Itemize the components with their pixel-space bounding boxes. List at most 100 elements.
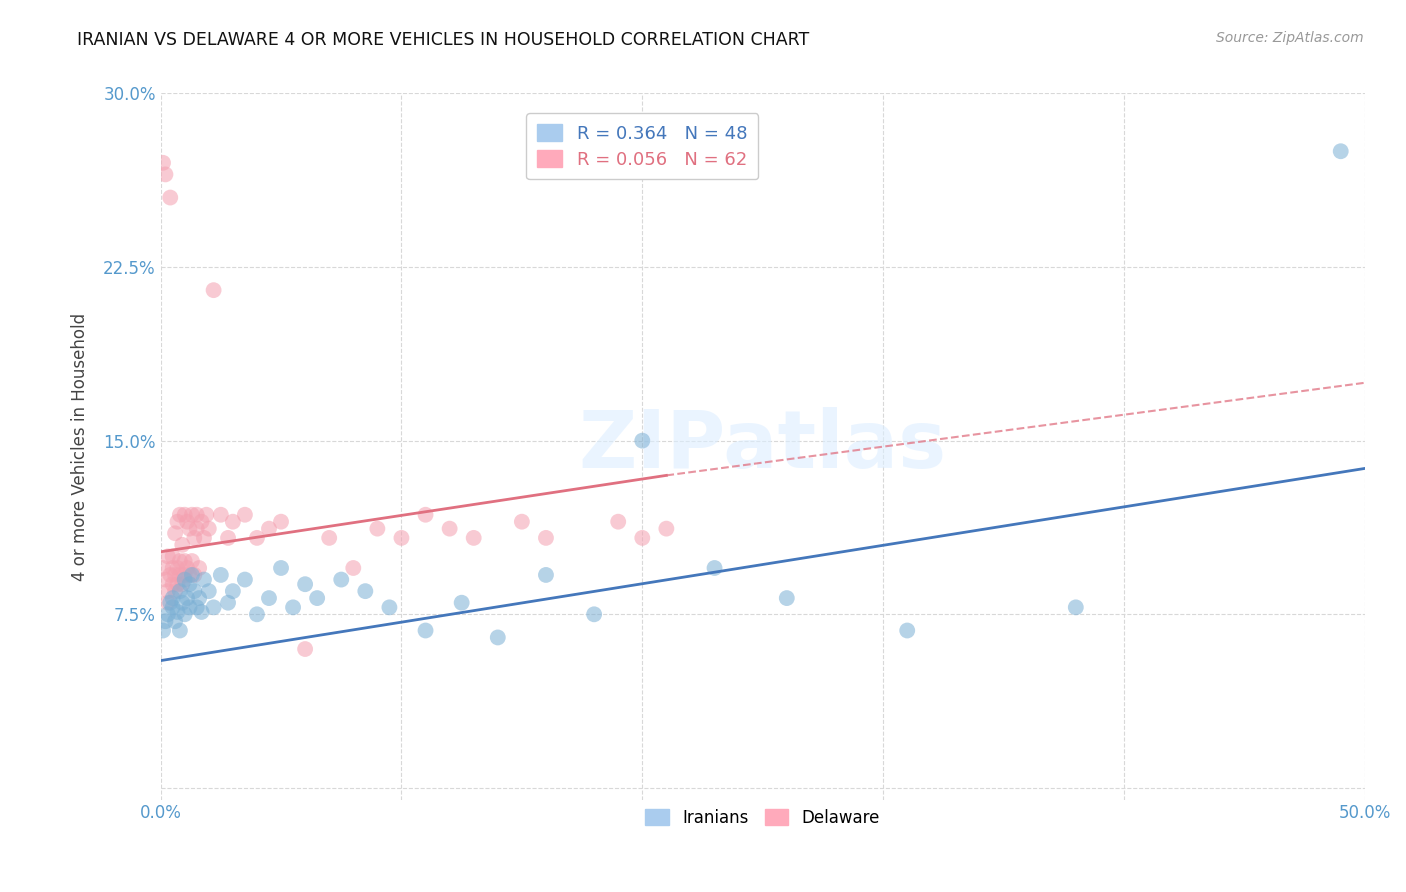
Point xyxy=(222,584,245,599)
Point xyxy=(186,600,208,615)
Point xyxy=(294,577,316,591)
Point xyxy=(183,531,205,545)
Point xyxy=(583,607,606,622)
Point xyxy=(169,624,191,638)
Point xyxy=(183,584,205,599)
Point xyxy=(165,584,187,599)
Point xyxy=(1064,600,1087,615)
Point xyxy=(152,624,174,638)
Point xyxy=(193,531,215,545)
Point xyxy=(172,577,194,591)
Point xyxy=(156,549,179,564)
Point xyxy=(281,600,304,615)
Point xyxy=(173,508,195,522)
Point xyxy=(222,515,245,529)
Point xyxy=(439,522,461,536)
Point xyxy=(166,515,188,529)
Point xyxy=(190,515,212,529)
Point xyxy=(169,568,191,582)
Legend: Iranians, Delaware: Iranians, Delaware xyxy=(638,802,887,833)
Point xyxy=(176,515,198,529)
Point xyxy=(217,531,239,545)
Point xyxy=(179,522,201,536)
Point xyxy=(179,600,201,615)
Point xyxy=(183,568,205,582)
Point xyxy=(181,568,204,582)
Point xyxy=(173,568,195,582)
Point xyxy=(202,600,225,615)
Point xyxy=(342,561,364,575)
Point xyxy=(172,596,194,610)
Point xyxy=(534,568,557,582)
Point xyxy=(173,607,195,622)
Point xyxy=(270,561,292,575)
Point xyxy=(330,573,353,587)
Point xyxy=(162,591,184,606)
Y-axis label: 4 or more Vehicles in Household: 4 or more Vehicles in Household xyxy=(72,312,89,581)
Point xyxy=(197,522,219,536)
Point xyxy=(233,573,256,587)
Point xyxy=(166,561,188,575)
Point xyxy=(195,508,218,522)
Point xyxy=(450,596,472,610)
Point xyxy=(415,508,437,522)
Point xyxy=(162,577,184,591)
Point xyxy=(193,573,215,587)
Point xyxy=(655,522,678,536)
Point xyxy=(415,624,437,638)
Text: Source: ZipAtlas.com: Source: ZipAtlas.com xyxy=(1216,31,1364,45)
Point xyxy=(179,577,201,591)
Text: IRANIAN VS DELAWARE 4 OR MORE VEHICLES IN HOUSEHOLD CORRELATION CHART: IRANIAN VS DELAWARE 4 OR MORE VEHICLES I… xyxy=(77,31,810,49)
Point xyxy=(391,531,413,545)
Point xyxy=(366,522,388,536)
Point xyxy=(233,508,256,522)
Point xyxy=(197,584,219,599)
Point xyxy=(270,515,292,529)
Point xyxy=(159,190,181,204)
Point xyxy=(159,568,181,582)
Point xyxy=(190,605,212,619)
Point xyxy=(463,531,485,545)
Point xyxy=(607,515,630,529)
Point xyxy=(179,568,201,582)
Point xyxy=(186,522,208,536)
Point xyxy=(156,596,179,610)
Point xyxy=(378,600,401,615)
Point xyxy=(165,614,187,628)
Point xyxy=(217,596,239,610)
Point xyxy=(155,168,177,182)
Point xyxy=(354,584,377,599)
Point xyxy=(202,283,225,297)
Point xyxy=(176,591,198,606)
Point xyxy=(209,508,232,522)
Point xyxy=(156,607,179,622)
Point xyxy=(294,642,316,657)
Point xyxy=(172,538,194,552)
Point xyxy=(173,554,195,568)
Point xyxy=(169,508,191,522)
Point xyxy=(776,591,799,606)
Point xyxy=(703,561,725,575)
Point xyxy=(631,434,654,448)
Point xyxy=(534,531,557,545)
Point xyxy=(162,549,184,564)
Point xyxy=(165,526,187,541)
Point xyxy=(166,577,188,591)
Point xyxy=(166,605,188,619)
Point xyxy=(257,522,280,536)
Point xyxy=(162,561,184,575)
Point xyxy=(307,591,329,606)
Point xyxy=(156,584,179,599)
Point xyxy=(510,515,533,529)
Point xyxy=(257,591,280,606)
Point xyxy=(318,531,340,545)
Point xyxy=(169,554,191,568)
Point xyxy=(188,591,211,606)
Point xyxy=(181,554,204,568)
Point xyxy=(246,607,269,622)
Point xyxy=(209,568,232,582)
Point xyxy=(181,508,204,522)
Point xyxy=(246,531,269,545)
Point xyxy=(169,584,191,599)
Point xyxy=(155,573,177,587)
